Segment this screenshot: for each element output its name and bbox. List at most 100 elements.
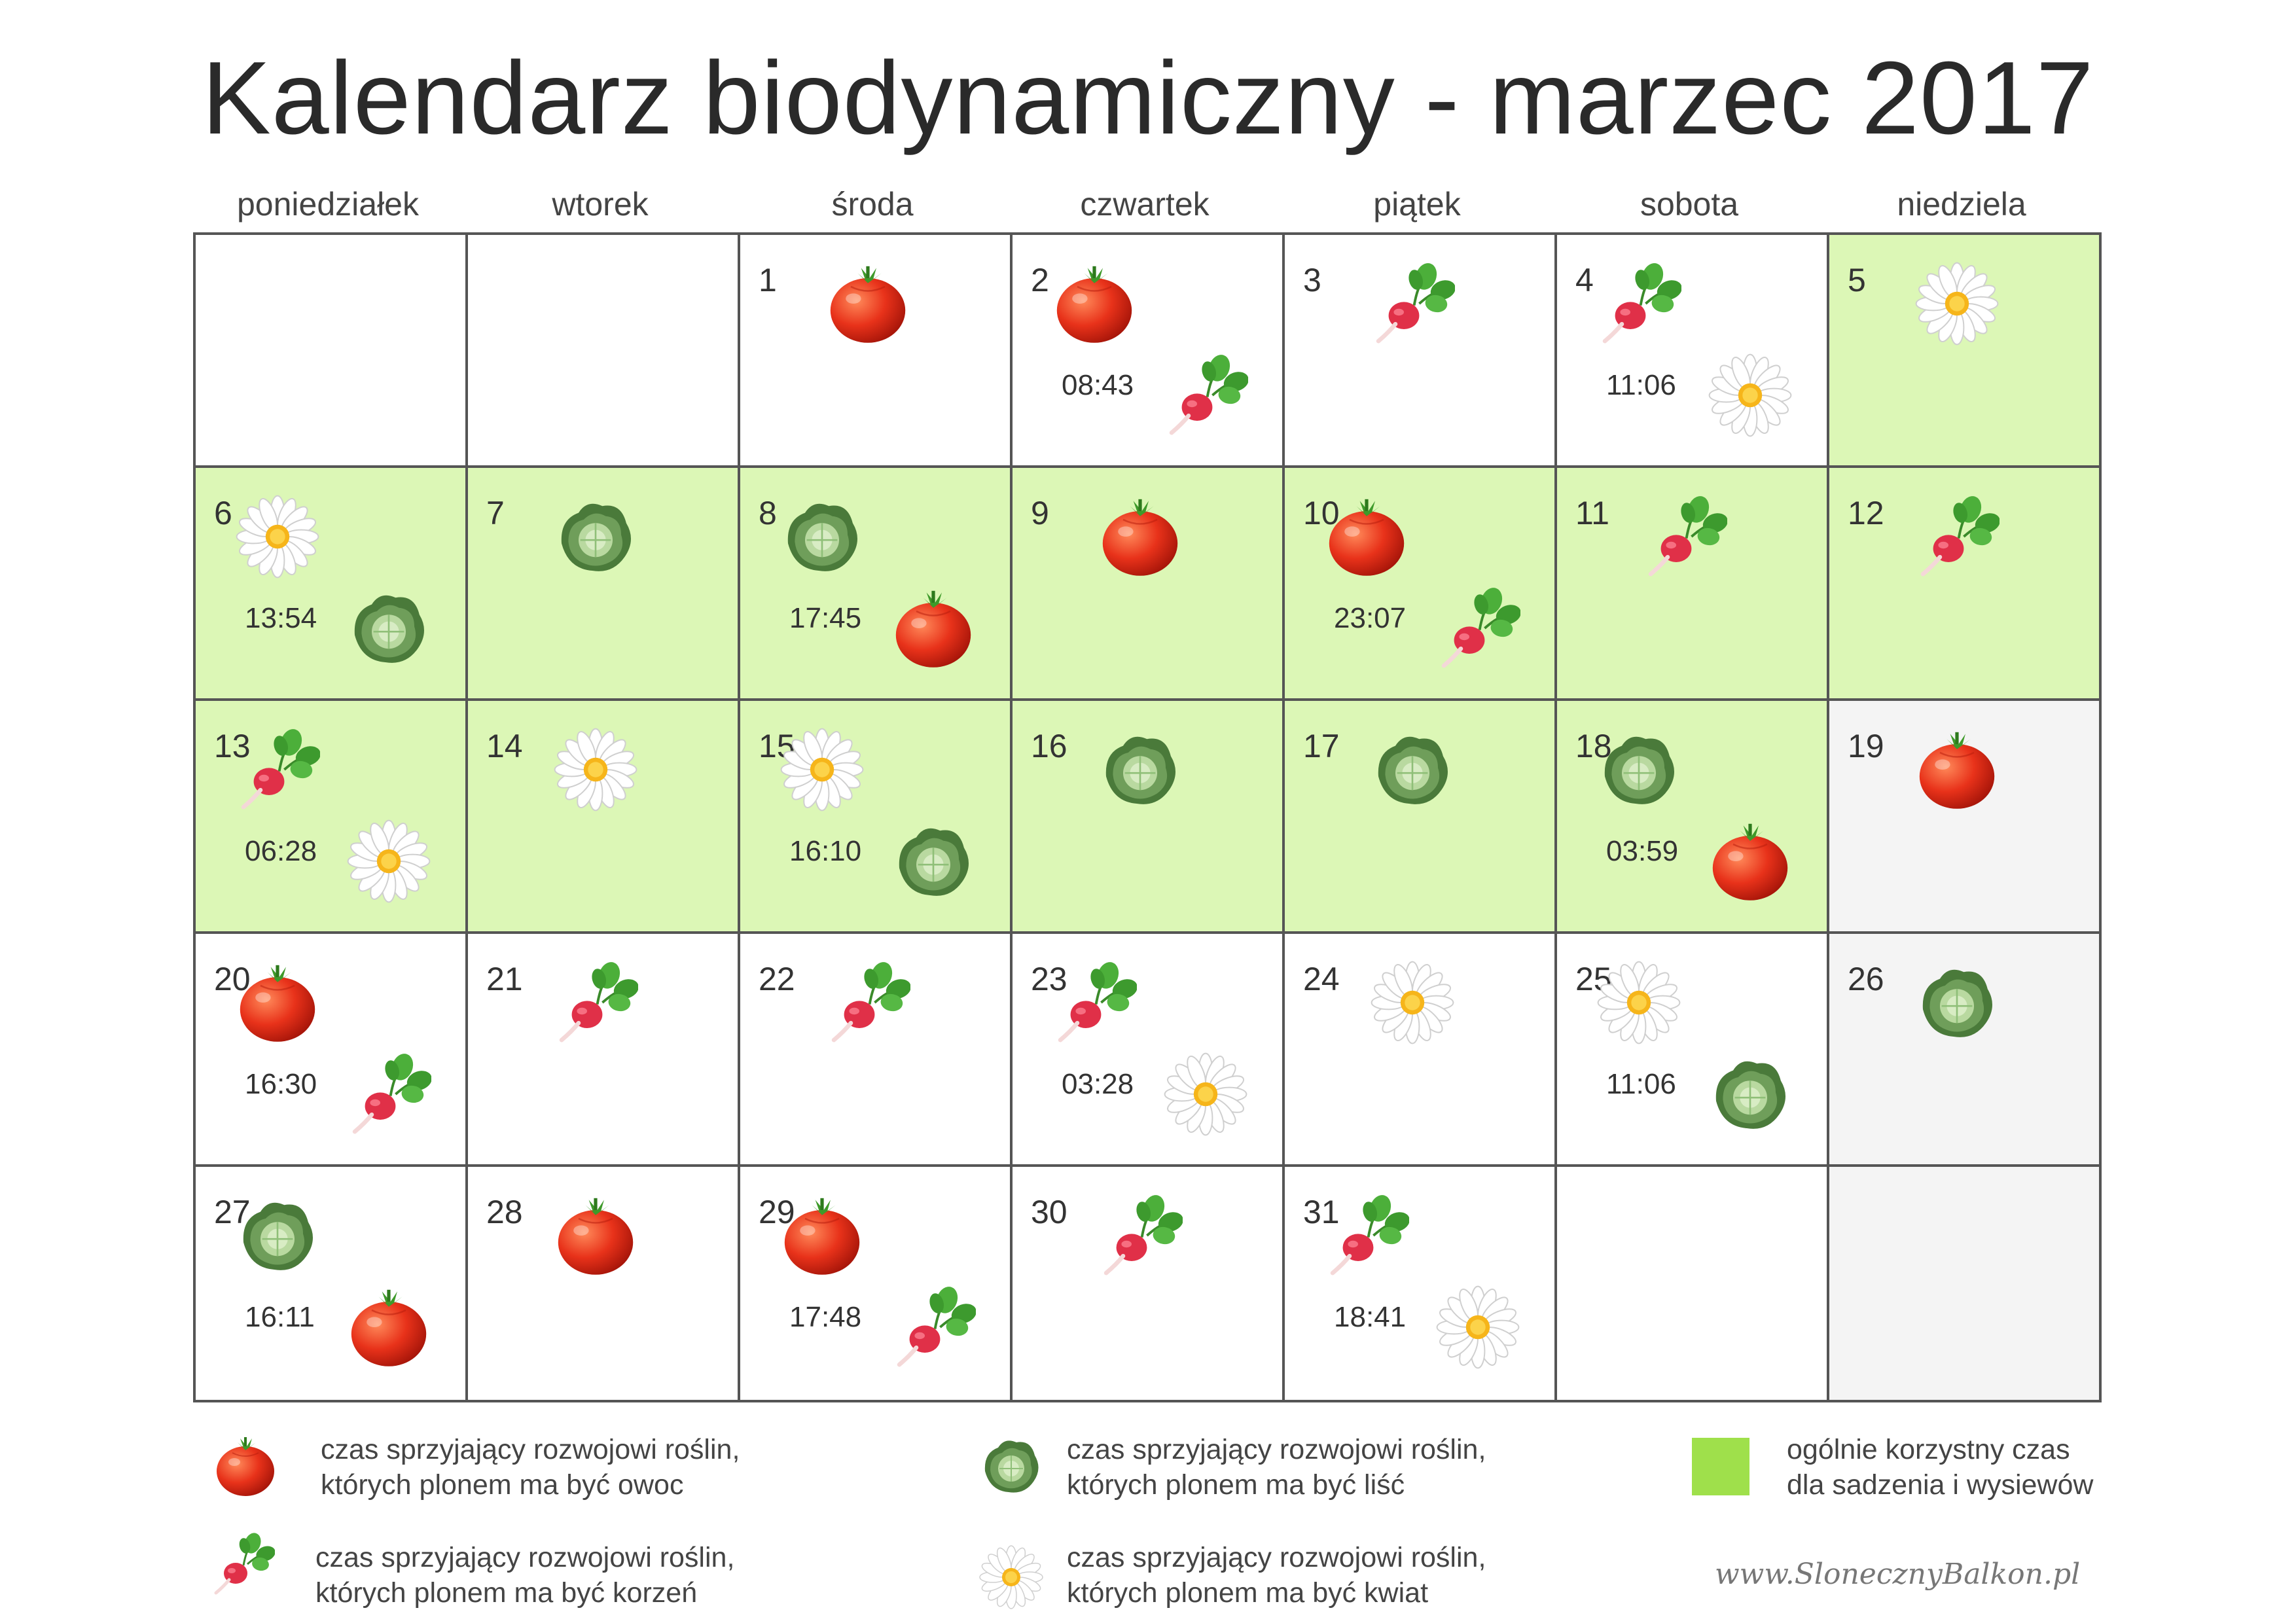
cabbage-icon xyxy=(235,1193,320,1278)
legend-green-line2: dla sadzenia i wysiewów xyxy=(1787,1469,2094,1501)
day-number: 21 xyxy=(486,961,523,997)
radish-icon xyxy=(1370,261,1456,346)
calendar-day-cell: 8 17:45 xyxy=(740,468,1013,701)
calendar-day-cell: 27 16:11 xyxy=(196,1167,468,1400)
tomato-icon xyxy=(1324,494,1409,579)
day-number: 9 xyxy=(1031,495,1049,531)
radish-icon xyxy=(891,1285,977,1370)
legend-flower-text: czas sprzyjający rozwojowi roślin, który… xyxy=(1067,1540,1486,1611)
cabbage-icon xyxy=(1914,960,2000,1045)
daisy-icon xyxy=(1435,1285,1520,1370)
transition-time: 17:45 xyxy=(789,602,862,634)
radish-icon xyxy=(1914,494,2000,579)
daisy-icon xyxy=(1370,960,1455,1045)
website-link[interactable]: www.SlonecznyBalkon.pl xyxy=(1715,1558,2081,1591)
calendar-day-cell xyxy=(1557,1167,1829,1400)
legend-root-line1: czas sprzyjający rozwojowi roślin, xyxy=(315,1542,735,1573)
tomato-icon xyxy=(213,1433,278,1499)
radish-icon xyxy=(235,727,321,812)
calendar-day-cell: 2 08:43 xyxy=(1013,235,1285,468)
radish-icon xyxy=(1642,494,1728,579)
calendar-day-cell: 5 xyxy=(1829,235,2099,468)
radish-icon xyxy=(1163,353,1249,438)
calendar-day-cell: 18 03:59 xyxy=(1557,701,1829,934)
cabbage-icon xyxy=(553,494,638,579)
legend-green-swatch xyxy=(1692,1438,1749,1495)
page-title: Kalendarz biodynamiczny - marzec 2017 xyxy=(202,41,2094,156)
daisy-icon xyxy=(1163,1052,1248,1137)
tomato-icon xyxy=(1708,819,1793,904)
tomato-icon xyxy=(1914,727,2000,812)
transition-time: 18:41 xyxy=(1334,1301,1407,1333)
cabbage-icon xyxy=(780,494,865,579)
calendar-day-cell: 9 xyxy=(1013,468,1285,701)
day-number: 16 xyxy=(1031,728,1067,764)
cabbage-icon xyxy=(1708,1052,1793,1137)
legend-leaf-line1: czas sprzyjający rozwojowi roślin, xyxy=(1067,1434,1486,1465)
daisy-icon xyxy=(780,727,865,812)
radish-icon xyxy=(346,1052,432,1137)
weekday-header: sobota xyxy=(1640,186,1739,223)
tomato-icon xyxy=(235,960,320,1045)
weekday-header: niedziela xyxy=(1897,186,2026,223)
transition-time: 03:28 xyxy=(1062,1068,1134,1100)
day-number: 23 xyxy=(1031,961,1067,997)
legend-fruit-line2: których plonem ma być owoc xyxy=(321,1469,684,1501)
day-number: 28 xyxy=(486,1194,523,1230)
weekday-header: piątek xyxy=(1373,186,1461,223)
cabbage-icon xyxy=(1098,727,1183,812)
transition-time: 16:11 xyxy=(245,1301,315,1333)
day-number: 2 xyxy=(1031,262,1049,298)
weekday-header: środa xyxy=(831,186,914,223)
weekday-header: czwartek xyxy=(1080,186,1210,223)
tomato-icon xyxy=(1098,494,1183,579)
transition-time: 16:30 xyxy=(245,1068,317,1100)
calendar-day-cell: 14 xyxy=(468,701,740,934)
day-number: 24 xyxy=(1303,961,1340,997)
calendar-day-cell: 22 xyxy=(740,934,1013,1167)
day-number: 29 xyxy=(759,1194,795,1230)
cabbage-icon xyxy=(978,1433,1044,1499)
legend-flower-line1: czas sprzyjający rozwojowi roślin, xyxy=(1067,1542,1486,1573)
legend-leaf-line2: których plonem ma być liść xyxy=(1067,1469,1405,1501)
cabbage-icon xyxy=(1596,727,1681,812)
day-number: 20 xyxy=(214,961,251,997)
calendar-day-cell: 12 xyxy=(1829,468,2099,701)
calendar-grid: 1 2 08:43 3 4 11:06 5 6 13:54 7 8 17:45 9 10 23:07 11 12… xyxy=(193,232,2102,1402)
calendar-day-cell: 15 16:10 xyxy=(740,701,1013,934)
weekday-header: poniedziałek xyxy=(237,186,419,223)
legend-fruit-text: czas sprzyjający rozwojowi roślin, który… xyxy=(321,1432,740,1503)
day-number: 7 xyxy=(486,495,505,531)
radish-icon xyxy=(1596,261,1682,346)
daisy-icon xyxy=(346,819,431,904)
daisy-icon xyxy=(1914,261,2000,346)
radish-icon xyxy=(209,1531,276,1597)
calendar-day-cell: 29 17:48 xyxy=(740,1167,1013,1400)
legend-flower-line2: których plonem ma być kwiat xyxy=(1067,1577,1429,1609)
legend-leaf-text: czas sprzyjający rozwojowi roślin, który… xyxy=(1067,1432,1486,1503)
transition-time: 11:06 xyxy=(1606,369,1676,401)
legend-root-line2: których plonem ma być korzeń xyxy=(315,1577,698,1609)
day-number: 13 xyxy=(214,728,251,764)
calendar-day-cell xyxy=(468,235,740,468)
day-number: 3 xyxy=(1303,262,1321,298)
day-number: 22 xyxy=(759,961,795,997)
calendar-day-cell: 11 xyxy=(1557,468,1829,701)
transition-time: 03:59 xyxy=(1606,835,1679,867)
day-number: 1 xyxy=(759,262,777,298)
radish-icon xyxy=(1435,586,1521,671)
day-number: 12 xyxy=(1848,495,1884,531)
day-number: 19 xyxy=(1848,728,1884,764)
calendar-day-cell: 19 xyxy=(1829,701,2099,934)
calendar-day-cell: 7 xyxy=(468,468,740,701)
day-number: 31 xyxy=(1303,1194,1340,1230)
legend-green-text: ogólnie korzystny czas dla sadzenia i wy… xyxy=(1787,1432,2093,1503)
calendar-day-cell: 24 xyxy=(1285,934,1557,1167)
radish-icon xyxy=(1098,1193,1183,1278)
transition-time: 16:10 xyxy=(789,835,862,867)
tomato-icon xyxy=(1052,261,1137,346)
day-number: 10 xyxy=(1303,495,1340,531)
calendar-day-cell: 17 xyxy=(1285,701,1557,934)
calendar-day-cell: 13 06:28 xyxy=(196,701,468,934)
calendar-day-cell: 6 13:54 xyxy=(196,468,468,701)
